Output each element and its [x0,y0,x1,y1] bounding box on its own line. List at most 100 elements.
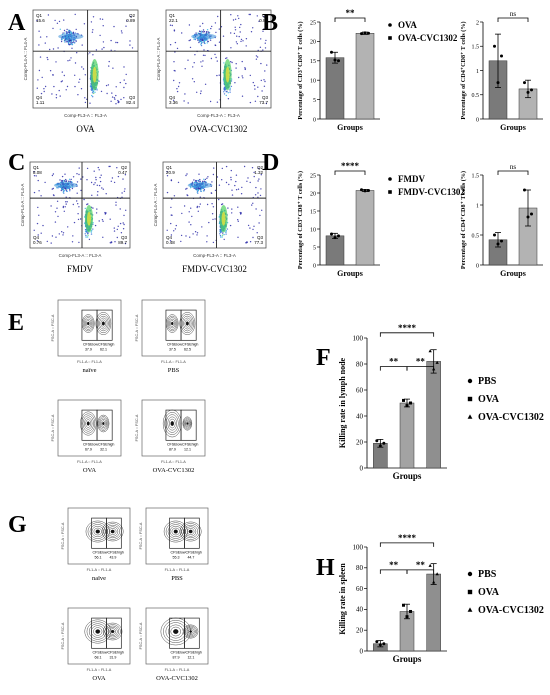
legend-marker [467,396,473,402]
data-point [500,239,503,243]
data-point [435,360,439,364]
y-axis-title: Percentage of CD4⁺CD8⁺ T cells (%) [460,171,467,269]
gate-high-value: 12.1 [184,447,191,451]
gate-low-label: CFSElow [167,442,182,446]
y-axis-label: Comp-FL4-A :: FL4-A [156,38,161,81]
x-axis-title: Groups [393,471,422,481]
gate-high-value: 31.9 [109,655,116,659]
panel-label-b: B [262,10,278,36]
gate-low-label: CFSElow [171,550,186,554]
significance-bracket [379,569,408,574]
y-tick-label: 10 [310,227,316,233]
gate-high-label: CFSEhigh [185,550,201,554]
legend-marker [388,190,392,194]
y-tick-label: 40 [356,606,364,614]
significance-bracket [497,17,529,22]
x-axis-label: Comp-FL3-A :: FL3-A [193,253,236,258]
density-upper [54,182,78,189]
significance-bracket [406,366,435,371]
quadrant-q2-value: 0.89 [126,18,135,23]
significance-bracket [379,332,435,337]
data-point [432,580,436,584]
data-point [496,81,500,85]
quadrant-q1-label: Q1 [169,13,176,18]
gate-low-label: CFSElow [167,342,182,346]
x-axis-label: Comp-FL3-A :: FL3-A [59,253,102,258]
bar [355,33,375,120]
y-axis-label: Comp-FL4-A :: FL4-A [20,184,25,227]
legend-label: OVA [398,20,417,30]
data-point [496,242,500,246]
y-axis-label: Comp-FL4-A :: FL4-A [23,38,28,81]
y-tick-label: 20 [356,627,364,635]
legend-marker [388,23,392,27]
y-tick-label: 1 [476,69,479,75]
significance-bracket [334,17,366,22]
x-axis-title: Groups [500,123,526,132]
gate-low-value: 55.3 [173,555,180,559]
data-point [375,640,379,644]
y-axis-label: FSC-A :: FSC-A [61,622,65,649]
density-peak [221,211,226,226]
panel-label-e: E [8,310,24,336]
quadrant-q1-value: 20.9 [166,170,175,175]
quadrant-q3-label: Q3 [262,95,269,100]
quadrant-q2-label: Q2 [262,13,269,18]
cell-population [166,312,196,335]
data-point [530,212,533,216]
data-point [330,50,333,54]
legend-label: OVA [478,394,500,405]
gate-high-label: CFSEhigh [182,442,198,446]
y-tick-label: 2 [476,20,479,26]
plot-frame [145,507,209,565]
panel-label-d: D [262,150,279,176]
legend-label: OVA-CVC1302 [478,605,544,616]
y-tick-label: 0 [476,263,479,269]
legend-label: PBS [478,569,497,580]
data-point [360,32,363,36]
quadrant-q3-value: 77.3 [254,240,263,245]
gate-low-label: CFSElow [83,442,98,446]
density-upper [191,33,217,40]
cell-population [163,520,202,543]
panel-label-f: F [316,345,331,371]
bar [426,361,441,469]
bar-chart-b2: 0 0.5 1 1.5 2 ns Groups Percentage of CD4⁺CD8⁺ … [460,10,543,132]
bar-chart-d2: 0 0.5 1 1.5 ns Groups Percentage of CD4⁺CD8⁺ T… [460,163,543,278]
bar [426,573,441,652]
legend-marker [388,177,392,181]
density-upper [187,182,213,189]
significance-label: **** [341,161,360,171]
data-point [382,642,386,646]
gate-cfse-high [180,409,197,441]
gate-low-label: CFSElow [93,550,108,554]
x-axis-label: FL1-A :: FL1-A [77,460,102,464]
legend-label: OVA [478,587,500,598]
data-point [409,401,412,405]
bar-chart-d: 0 5 10 15 20 25 **** Groups Percentage of CD3⁺CD… [262,150,465,278]
x-axis-title: Groups [393,654,422,664]
bar [325,235,345,266]
significance-bracket [406,569,435,574]
data-point [375,439,379,443]
x-axis-label: FL1-A :: FL1-A [161,360,186,364]
x-axis-label: FL1-A :: FL1-A [161,460,186,464]
quadrant-q3-label: Q3 [121,235,128,240]
gate-high-value: 12.1 [187,655,194,659]
quadrant-q4-value: 1.11 [36,100,45,105]
plot-caption: OVA [83,467,97,474]
significance-bracket [497,170,529,175]
significance-label: ns [510,163,517,171]
gate-low-value: 87.9 [173,655,180,659]
legend-label: PBS [478,376,497,387]
gate-high-label: CFSEhigh [185,650,201,654]
plot-caption: OVA-CVC1302 [190,124,248,134]
quadrant-q2-label: Q2 [257,165,264,170]
data-point [333,58,337,62]
